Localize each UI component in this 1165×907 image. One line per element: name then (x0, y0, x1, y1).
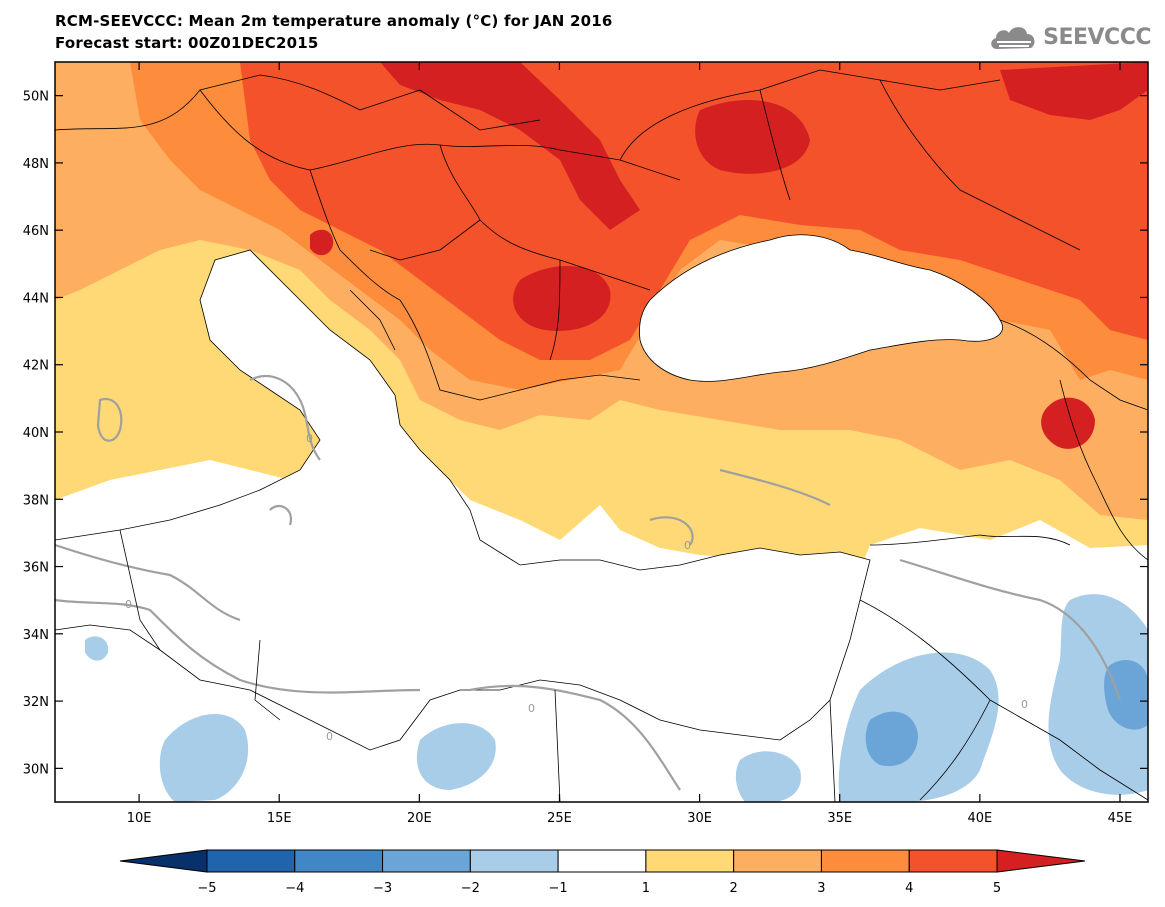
lat-tick-label: 34N (23, 628, 49, 643)
colorbar-segment (820, 849, 910, 873)
anomaly-region-above-5 (310, 229, 334, 256)
colorbar-segment (206, 849, 296, 873)
cloud-icon (991, 27, 1035, 49)
zero-contour-label: 0 (684, 539, 691, 552)
anomaly-region-above-5 (1041, 397, 1095, 449)
colorbar-label: −4 (285, 881, 304, 896)
logo-text: SEEVCCC (1043, 24, 1151, 50)
colorbar-label: 2 (730, 881, 738, 896)
anomaly-region-above-5 (513, 266, 611, 331)
colorbar-label: −1 (549, 881, 568, 896)
colorbar-segment (733, 849, 822, 873)
anomaly-region-above-5 (380, 62, 640, 230)
colorbar-label: −2 (461, 881, 480, 896)
colorbar-segment (996, 849, 1086, 873)
map-title: RCM-SEEVCCC: Mean 2m temperature anomaly… (55, 12, 613, 30)
lat-tick-label: 40N (23, 426, 49, 441)
anomaly-region-negative-2-3 (1104, 660, 1148, 730)
colorbar-label: 5 (993, 881, 1001, 896)
latitude-axis: 30N 32N 34N 36N 38N 40N 42N 44N 46N 48N 50N (23, 90, 1148, 777)
lon-tick-label: 10E (127, 811, 152, 826)
lon-tick-label: 40E (967, 811, 992, 826)
colorbar-label: −5 (197, 881, 216, 896)
seevccc-logo: SEEVCCC (987, 20, 1151, 54)
colorbar-label: −3 (373, 881, 392, 896)
zero-contour (55, 375, 1122, 791)
colorbar-segment (469, 849, 559, 873)
anomaly-region-negative-1-2 (735, 751, 801, 802)
lon-tick-label: 25E (547, 811, 572, 826)
anomaly-region-negative-1-2 (1048, 594, 1148, 795)
colorbar: −5 −4 −3 −2 −1 1 2 3 4 5 (119, 849, 1086, 896)
zero-contour-label: 0 (326, 730, 333, 743)
lat-tick-label: 30N (23, 762, 49, 777)
mediterranean-sea (55, 249, 871, 751)
lon-tick-label: 20E (407, 811, 432, 826)
colorbar-segment (908, 849, 998, 873)
lat-tick-label: 38N (23, 493, 49, 508)
anomaly-region-4-5 (240, 62, 1148, 360)
colorbar-segment (645, 849, 735, 873)
zero-contour-label: 0 (1021, 698, 1028, 711)
lat-tick-label: 42N (23, 359, 49, 374)
lon-tick-label: 30E (687, 811, 712, 826)
anomaly-region-negative-2-3 (865, 711, 918, 767)
country-borders (55, 69, 1148, 802)
anomaly-region-negative-1-2 (416, 723, 496, 790)
lon-tick-label: 35E (827, 811, 852, 826)
colorbar-segment (382, 849, 471, 873)
colorbar-segment (557, 849, 647, 873)
lon-tick-label: 45E (1108, 811, 1133, 826)
lon-tick-label: 15E (267, 811, 292, 826)
lat-tick-label: 48N (23, 157, 49, 172)
zero-contour-label: 0 (528, 702, 535, 715)
anomaly-region-above-5 (695, 100, 810, 174)
lat-tick-label: 36N (23, 561, 49, 576)
colorbar-label: 3 (817, 881, 825, 896)
colorbar-label: 4 (905, 881, 913, 896)
longitude-axis: 10E 15E 20E 25E 30E 35E 40E 45E (127, 62, 1133, 826)
lat-tick-label: 50N (23, 90, 49, 105)
colorbar-segment (119, 849, 208, 873)
anomaly-region-above-5 (1000, 62, 1148, 120)
black-sea (639, 234, 1003, 382)
lat-tick-label: 46N (23, 224, 49, 239)
colorbar-segment (294, 849, 384, 873)
anomaly-region-negative-1-2 (838, 652, 999, 802)
zero-contour-label: 0 (306, 432, 313, 445)
anomaly-region-negative-1-2 (85, 636, 109, 661)
colorbar-label: 1 (642, 881, 650, 896)
anomaly-region-negative-1-2 (159, 713, 249, 802)
zero-contour-label: 0 (125, 598, 132, 611)
lat-tick-label: 32N (23, 695, 49, 710)
lat-tick-label: 44N (23, 291, 49, 306)
map-subtitle: Forecast start: 00Z01DEC2015 (55, 34, 319, 52)
